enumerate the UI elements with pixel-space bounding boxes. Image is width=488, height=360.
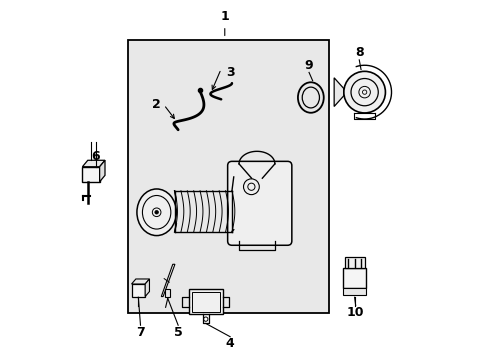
Text: 4: 4 (225, 337, 234, 350)
Text: 5: 5 (173, 326, 182, 339)
Polygon shape (333, 78, 343, 107)
Text: 2: 2 (152, 98, 161, 111)
Polygon shape (82, 160, 105, 167)
Text: 6: 6 (91, 150, 100, 163)
Bar (131, 284, 145, 297)
Polygon shape (161, 264, 175, 297)
Text: 10: 10 (346, 306, 364, 319)
Polygon shape (131, 279, 149, 284)
Text: 9: 9 (304, 59, 313, 72)
Bar (343, 268, 366, 288)
Text: 7: 7 (136, 326, 144, 339)
FancyBboxPatch shape (227, 161, 291, 245)
Bar (344, 257, 364, 268)
Bar (191, 292, 220, 312)
Polygon shape (145, 279, 149, 297)
Circle shape (155, 211, 158, 214)
Bar (128, 40, 328, 313)
Polygon shape (164, 289, 170, 297)
Circle shape (343, 71, 385, 113)
Ellipse shape (137, 189, 176, 235)
Bar (82, 167, 100, 182)
Bar (188, 289, 223, 315)
Polygon shape (100, 160, 105, 182)
Text: 8: 8 (354, 46, 363, 59)
Text: 1: 1 (220, 10, 229, 23)
Bar (343, 288, 366, 295)
Text: 3: 3 (225, 66, 234, 79)
